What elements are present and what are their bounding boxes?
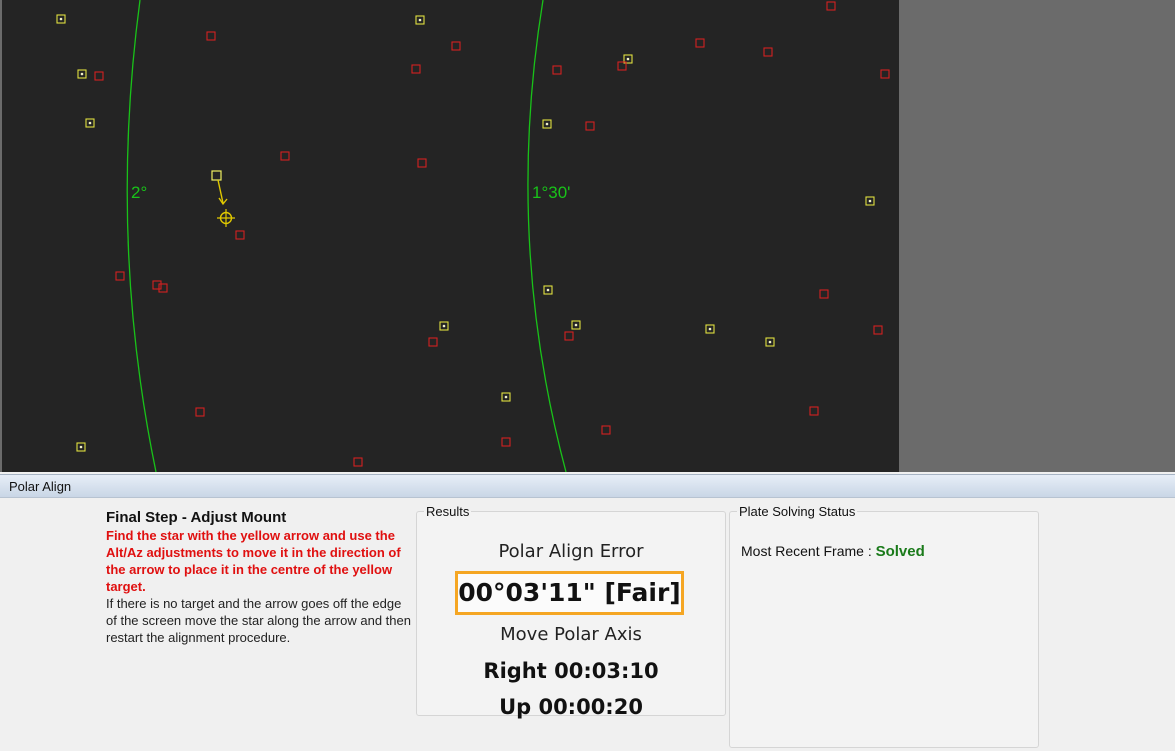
reference-star-marker: [501, 437, 511, 447]
reference-star-marker: [158, 283, 168, 293]
detected-star-marker: [85, 118, 95, 128]
reference-star-marker: [280, 151, 290, 161]
detected-star-marker: [543, 285, 553, 295]
detected-star-marker: [705, 324, 715, 334]
star-dot: [708, 327, 712, 331]
reference-star-marker: [428, 337, 438, 347]
panel-title: Polar Align: [0, 474, 1175, 498]
star-dot: [868, 199, 872, 203]
polar-align-panel: Final Step - Adjust Mount Find the star …: [0, 498, 1175, 751]
reference-star-marker: [195, 407, 205, 417]
star-dot: [88, 121, 92, 125]
reference-star-marker: [115, 271, 125, 281]
detected-star-marker: [415, 15, 425, 25]
star-dot: [574, 323, 578, 327]
reference-star-marker: [411, 64, 421, 74]
reference-star-marker: [94, 71, 104, 81]
reference-stars: [94, 1, 890, 467]
reference-star-marker: [826, 1, 836, 11]
instructions-heading: Final Step - Adjust Mount: [106, 509, 287, 526]
inner-ring-label: 1°30': [532, 183, 570, 202]
inner-polar-ring: [527, 0, 567, 472]
reference-star-marker: [235, 230, 245, 240]
polar-align-error-value: 00°03'11" [Fair]: [458, 578, 681, 607]
results-legend: Results: [426, 504, 470, 519]
reference-star-marker: [695, 38, 705, 48]
star-dot: [504, 395, 508, 399]
reference-star-marker: [880, 69, 890, 79]
most-recent-frame-status: Solved: [875, 543, 925, 560]
reference-star-marker: [152, 280, 162, 290]
star-dot: [442, 324, 446, 328]
reference-star-marker: [552, 65, 562, 75]
results-group: Results Polar Align Error 00°03'11" [Fai…: [416, 504, 726, 719]
star-dot: [418, 18, 422, 22]
most-recent-frame-row: Most Recent Frame : Solved: [741, 543, 925, 560]
instructions-note: If there is no target and the arrow goes…: [106, 596, 411, 645]
reference-star-marker: [417, 158, 427, 168]
star-dot: [79, 445, 83, 449]
detected-stars: [56, 14, 875, 452]
move-right-value: Right 00:03:10: [483, 659, 659, 683]
reference-star-marker: [809, 406, 819, 416]
reference-star-marker: [873, 325, 883, 335]
alignment-arrow: [211, 170, 235, 227]
reference-star-marker: [585, 121, 595, 131]
reference-star-marker: [819, 289, 829, 299]
reference-star-marker: [564, 331, 574, 341]
detected-star-marker: [865, 196, 875, 206]
selected-star-marker: [211, 170, 222, 181]
reference-star-marker: [206, 31, 216, 41]
detected-star-marker: [501, 392, 511, 402]
polar-align-error-box: 00°03'11" [Fair]: [455, 571, 684, 615]
plate-solving-legend: Plate Solving Status: [739, 504, 856, 519]
outer-polar-ring: [126, 0, 157, 472]
arrow-head: [218, 197, 228, 206]
instructions: Final Step - Adjust Mount Find the star …: [106, 508, 412, 646]
move-polar-axis-label: Move Polar Axis: [500, 624, 642, 645]
detected-star-marker: [765, 337, 775, 347]
star-field-canvas: 2° 1°30': [56, 0, 890, 472]
most-recent-frame-label: Most Recent Frame :: [741, 543, 872, 559]
star-dot: [545, 122, 549, 126]
outer-ring-label: 2°: [131, 183, 147, 202]
star-dot: [626, 57, 630, 61]
detected-star-marker: [439, 321, 449, 331]
star-dot: [80, 72, 84, 76]
reference-star-marker: [763, 47, 773, 57]
reference-star-marker: [451, 41, 461, 51]
star-dot: [546, 288, 550, 292]
arrow-line: [217, 179, 224, 204]
move-up-value: Up 00:00:20: [499, 695, 643, 719]
star-dot: [59, 17, 63, 21]
reference-star-marker: [353, 457, 363, 467]
detected-star-marker: [77, 69, 87, 79]
star-field-image[interactable]: 2° 1°30': [2, 0, 899, 472]
plate-solving-group: Plate Solving Status Most Recent Frame :…: [729, 504, 1039, 748]
instructions-warning: Find the star with the yellow arrow and …: [106, 528, 401, 594]
image-viewer: 2° 1°30': [0, 0, 1175, 472]
detected-star-marker: [76, 442, 86, 452]
star-dot: [768, 340, 772, 344]
reference-star-marker: [617, 61, 627, 71]
reference-star-marker: [601, 425, 611, 435]
detected-star-marker: [542, 119, 552, 129]
polar-align-error-label: Polar Align Error: [498, 541, 644, 562]
detected-star-marker: [56, 14, 66, 24]
detected-star-marker: [623, 54, 633, 64]
detected-star-marker: [571, 320, 581, 330]
